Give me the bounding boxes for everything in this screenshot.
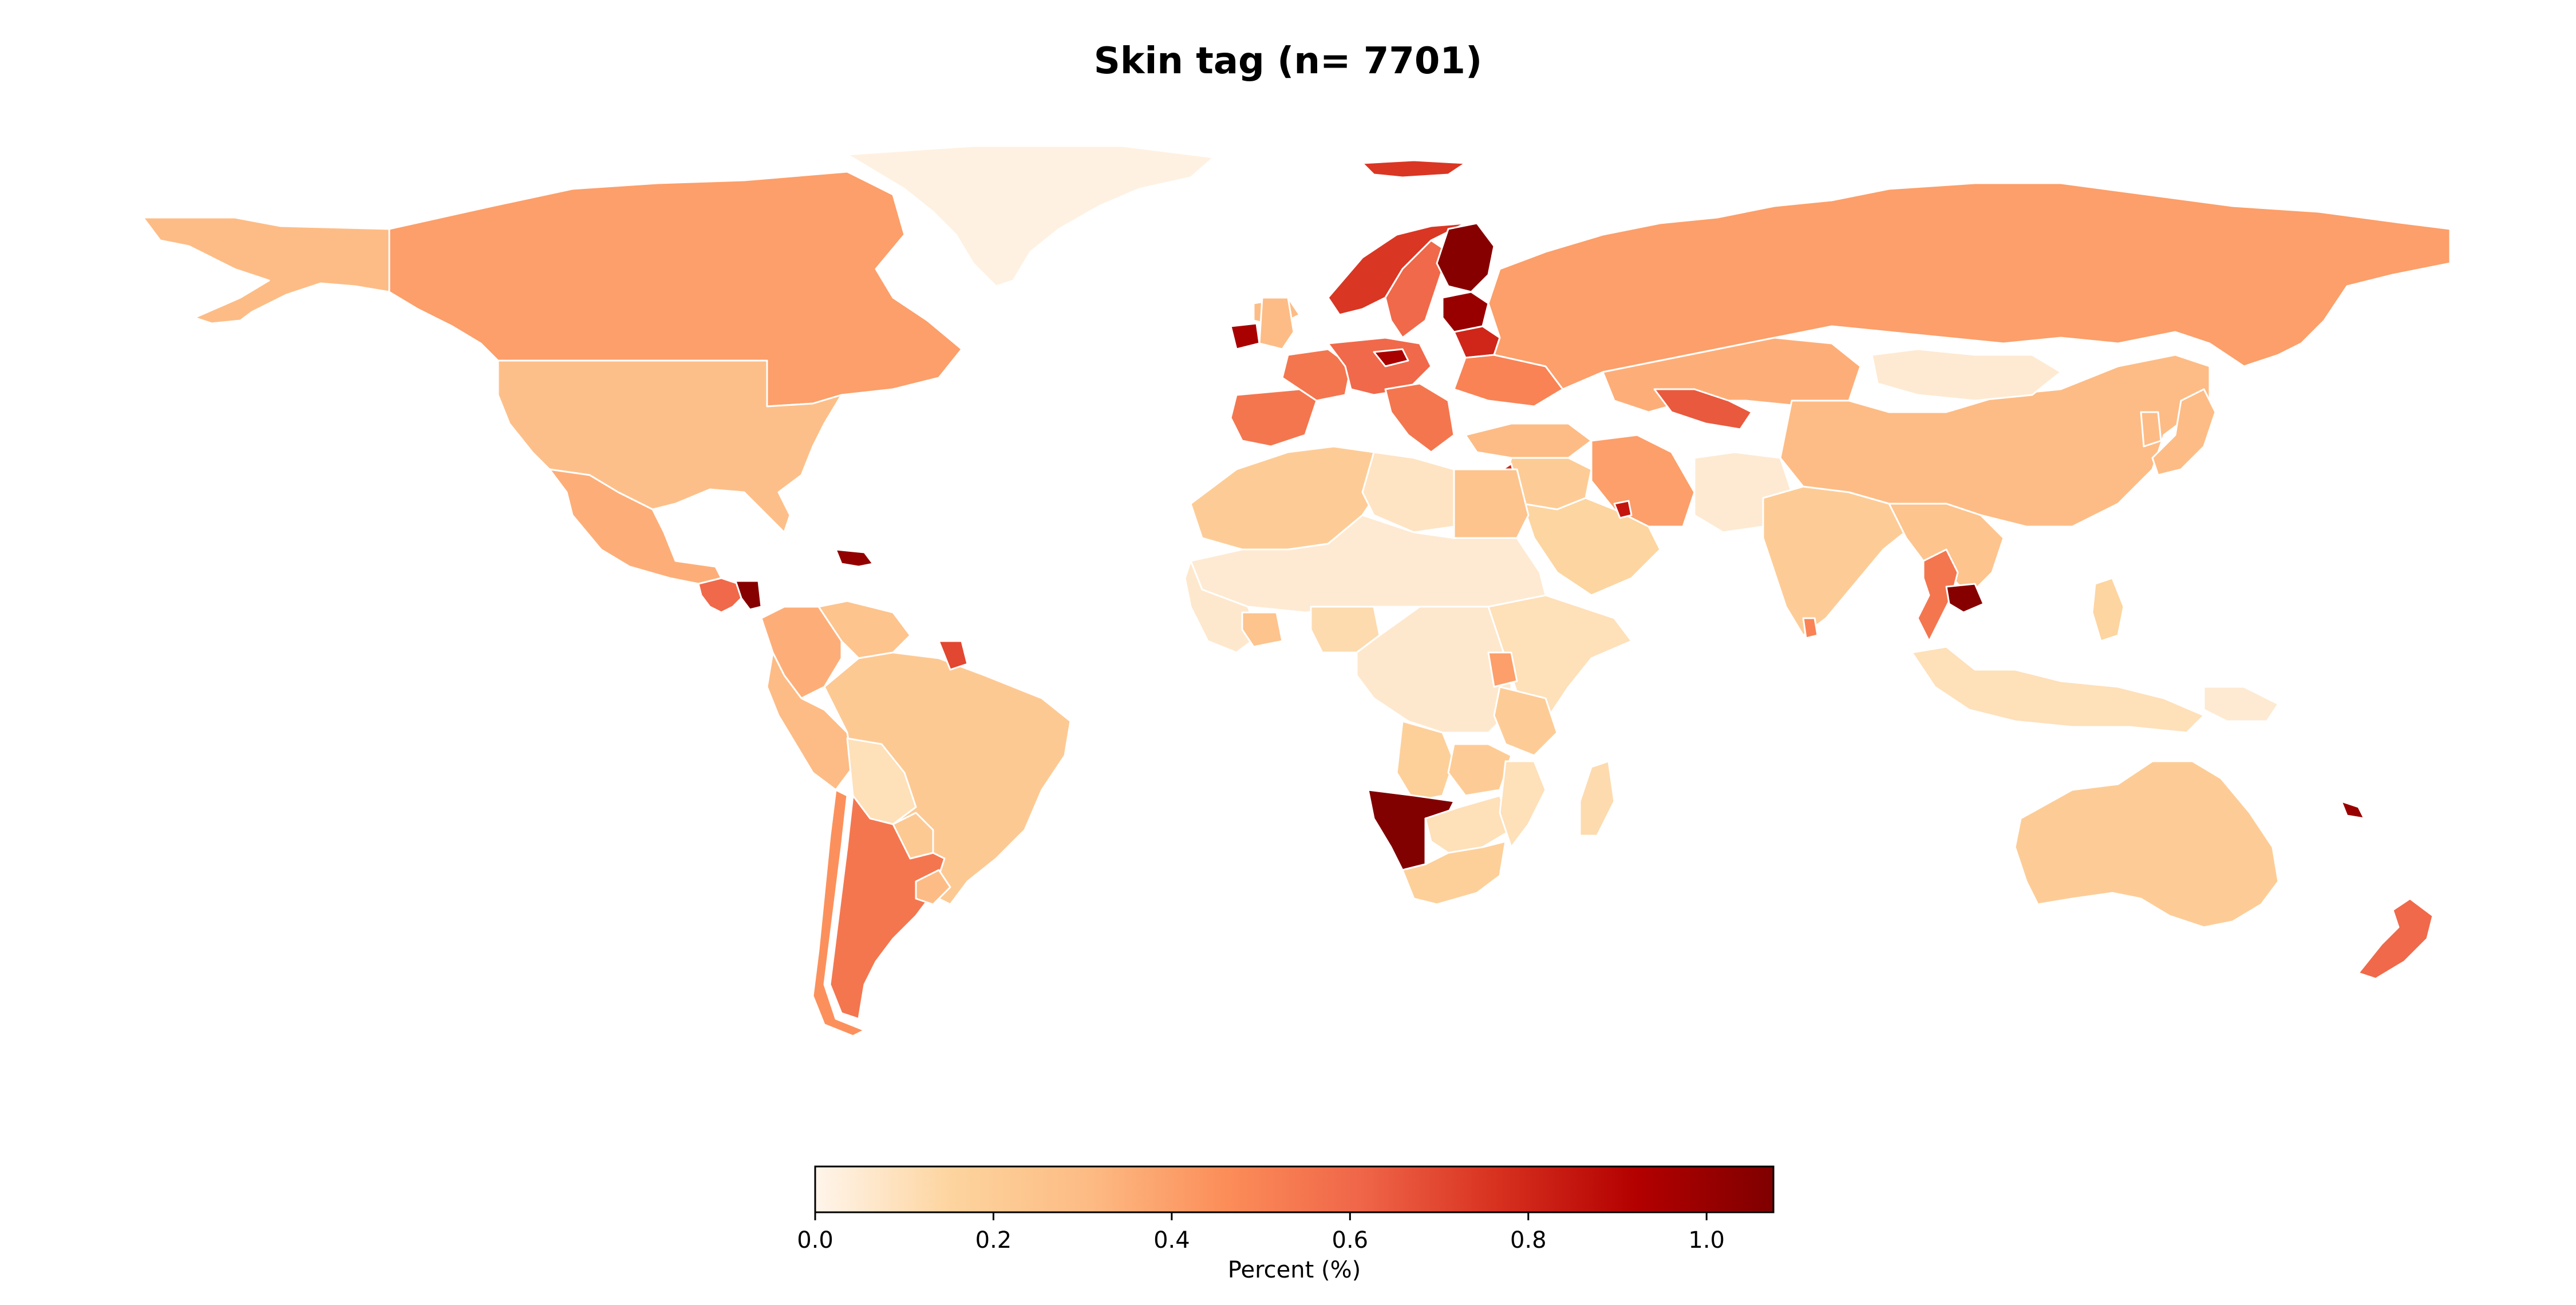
region-madagascar bbox=[1579, 760, 1615, 837]
colorbar-tick-label: 0.8 bbox=[1510, 1227, 1547, 1253]
map-regions bbox=[142, 145, 2451, 1037]
map-title: Skin tag (n= 7701) bbox=[1093, 40, 1483, 82]
region-thailand bbox=[1917, 548, 1959, 642]
region-new-caledonia bbox=[2340, 800, 2365, 820]
region-philippines bbox=[2091, 577, 2125, 642]
region-nicaragua bbox=[734, 580, 762, 611]
region-korea bbox=[2140, 411, 2162, 448]
region-svalbard bbox=[1361, 159, 1467, 179]
region-central-america bbox=[697, 577, 745, 614]
region-japan bbox=[2151, 388, 2217, 476]
region-saudi-arabia bbox=[1522, 497, 1661, 596]
region-france bbox=[1281, 348, 1352, 402]
colorbar-tick-label: 0.0 bbox=[797, 1227, 833, 1253]
region-libya bbox=[1361, 451, 1455, 533]
region-botswana-zimbabwe bbox=[1424, 794, 1512, 854]
region-sri-lanka bbox=[1802, 617, 1819, 639]
colorbar-ticks: 0.0 0.2 0.4 0.6 0.8 1.0 bbox=[797, 1212, 1725, 1253]
region-angola bbox=[1396, 720, 1455, 802]
region-suriname bbox=[938, 640, 969, 671]
region-ghana bbox=[1241, 611, 1283, 648]
region-argentina bbox=[829, 794, 946, 1020]
region-caribbean bbox=[835, 548, 874, 568]
region-greenland bbox=[846, 145, 1215, 287]
region-new-zealand bbox=[2357, 897, 2434, 980]
region-mongolia bbox=[1871, 348, 2062, 402]
region-united-kingdom bbox=[1258, 296, 1295, 350]
colorbar-tick-label: 0.4 bbox=[1153, 1227, 1190, 1253]
region-uruguay bbox=[915, 869, 951, 905]
region-sweden bbox=[1384, 239, 1449, 339]
region-mozambique bbox=[1499, 760, 1547, 848]
region-canada bbox=[388, 171, 963, 408]
region-australia bbox=[2014, 760, 2279, 928]
region-cambodia bbox=[1945, 583, 1985, 614]
region-west-africa bbox=[1184, 560, 1261, 654]
region-chile bbox=[812, 789, 866, 1037]
region-uzbekistan bbox=[1653, 388, 1753, 430]
region-turkey bbox=[1464, 422, 1593, 459]
colorbar-label: Percent (%) bbox=[1228, 1257, 1361, 1283]
colorbar-tick-label: 0.6 bbox=[1332, 1227, 1369, 1253]
region-egypt bbox=[1453, 468, 1530, 539]
region-united-states bbox=[497, 359, 843, 533]
colorbar-gradient bbox=[814, 1165, 1775, 1213]
region-malaysia-indonesia bbox=[1911, 646, 2205, 734]
region-finland bbox=[1436, 222, 1495, 293]
region-uganda bbox=[1487, 651, 1518, 688]
region-czechia bbox=[1373, 348, 1409, 367]
region-uae-qatar bbox=[1613, 500, 1633, 519]
region-balkans bbox=[1384, 382, 1455, 453]
region-ecuador-peru bbox=[766, 651, 854, 791]
region-papua-new-guinea bbox=[2203, 686, 2279, 722]
region-south-africa bbox=[1401, 840, 1507, 905]
region-namibia bbox=[1367, 789, 1455, 871]
region-tanzania bbox=[1493, 686, 1558, 757]
region-venezuela bbox=[817, 600, 911, 659]
colorbar-tick-label: 1.0 bbox=[1688, 1227, 1725, 1253]
region-zambia bbox=[1447, 743, 1512, 797]
colorbar-tick-label: 0.2 bbox=[975, 1227, 1012, 1253]
